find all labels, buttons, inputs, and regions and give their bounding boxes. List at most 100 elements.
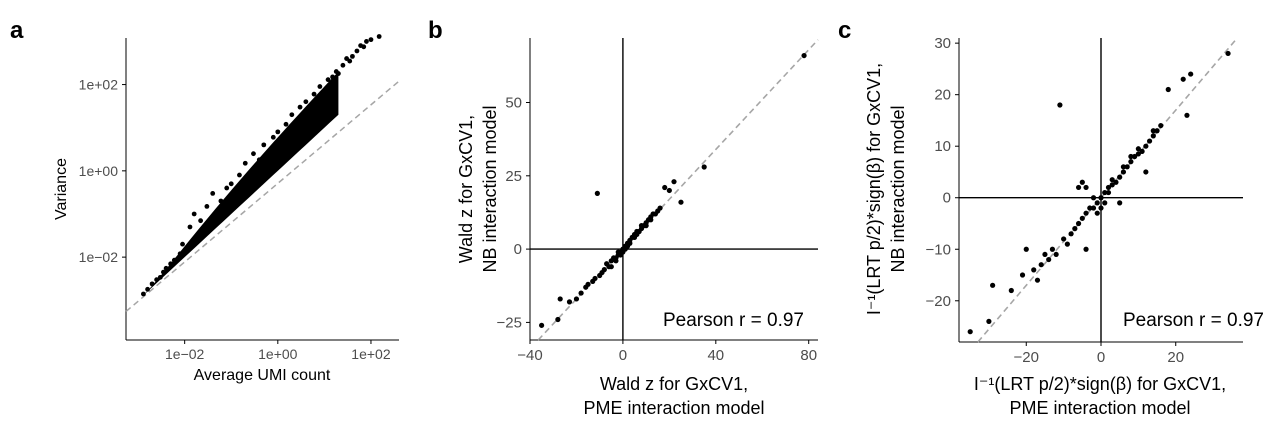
panel-c-point	[1128, 153, 1134, 160]
panel-c-point	[1135, 151, 1141, 157]
panel-b-point	[555, 316, 561, 323]
panel-b-y-tick-label: 0	[514, 241, 522, 258]
panel-c-point	[1098, 195, 1104, 201]
panel-a-point	[330, 74, 335, 80]
panel-a-point	[237, 172, 242, 178]
panel-a-point	[289, 112, 295, 118]
panel-a-x-tick-label: 1e+00	[258, 346, 298, 362]
panel-c-point	[1019, 272, 1026, 278]
panel-b-point	[613, 258, 619, 264]
panel-b-point	[657, 205, 663, 211]
panel-b-point	[566, 299, 573, 305]
panel-c-point	[1154, 128, 1160, 134]
panel-a-point	[307, 108, 313, 113]
panel-a-point	[311, 91, 317, 97]
panel-a-point	[265, 160, 270, 166]
panel-c-point	[1143, 169, 1149, 175]
panel-c-point	[1087, 205, 1093, 211]
panel-c-y-tick-label: 20	[934, 87, 951, 104]
panel-c-y-ticks: −20 −10 0 10 20 30	[926, 35, 959, 310]
panel-c-point	[1105, 189, 1112, 196]
panel-a-point	[175, 256, 180, 262]
panel-c-point	[1180, 76, 1186, 82]
panel-b-x-tick-label: 40	[707, 347, 724, 364]
panel-c-point	[1143, 143, 1149, 149]
panel-c-point	[1225, 50, 1231, 57]
panel-a-point	[283, 121, 289, 127]
panel-b-point	[650, 211, 656, 217]
panel-a-point	[293, 125, 299, 131]
panel-a-point	[177, 251, 183, 257]
panel-c-point	[1064, 241, 1070, 247]
panel-b-y-ticks: −25 0 25 50	[497, 95, 530, 331]
panel-a-point	[300, 118, 306, 124]
panel-c-points	[967, 50, 1231, 335]
panel-c-point	[1113, 179, 1119, 185]
panel-a-y-title: Variance	[53, 158, 70, 220]
panel-b-point	[615, 249, 621, 255]
panel-b-point	[671, 179, 677, 185]
panel-a-point	[196, 237, 202, 243]
panel-a-x-tick-label: 1e−02	[165, 346, 205, 362]
panel-c-point	[1150, 133, 1156, 139]
panel-c-point	[1023, 246, 1029, 252]
panel-c-point	[1079, 179, 1085, 185]
panel-c-annotation: Pearson r = 0.97	[1123, 310, 1264, 331]
panel-a-point	[321, 88, 327, 94]
panel-a-point	[218, 198, 224, 204]
panel-a-point	[228, 181, 234, 187]
panel-c-point	[1128, 159, 1134, 165]
panel-b-point	[643, 223, 649, 229]
panel-a-y-tick-label: 1e+00	[79, 163, 119, 179]
panel-b-y-title-line2: NB interaction model	[480, 105, 500, 272]
panel-c-point	[1049, 246, 1056, 252]
panel-c-point	[1109, 182, 1115, 188]
panel-a-point	[261, 142, 267, 148]
panel-b-point	[608, 264, 614, 270]
panel-a-point	[279, 142, 284, 148]
panel-c-point	[1158, 122, 1164, 129]
panel-c-point	[990, 282, 996, 288]
panel-c-x-ticks: −20 0 20	[1014, 342, 1184, 366]
panel-a-point	[140, 291, 146, 297]
panel-a-point	[168, 261, 174, 267]
panel-c-point	[967, 329, 973, 335]
panel-b-point	[590, 278, 596, 284]
panel-c-x-tick-label: −20	[1014, 349, 1039, 366]
panel-a-point	[317, 84, 323, 89]
panel-b-zero-lines	[530, 38, 818, 340]
panel-a-point	[194, 234, 199, 239]
panel-b-point	[594, 190, 600, 196]
panel-b-point	[662, 184, 668, 191]
panel-c-point	[986, 318, 992, 324]
panel-c-x-tick-label: 0	[1097, 349, 1105, 366]
panel-a-x-tick-label: 1e+02	[351, 346, 391, 362]
panel-c-point	[1046, 256, 1052, 263]
panel-b-point	[801, 52, 807, 59]
panel-c-point	[1184, 112, 1190, 118]
panel-a-point	[340, 62, 346, 68]
panel-c-point	[1132, 153, 1138, 160]
panel-b-point	[634, 231, 640, 238]
panel-c-point	[1105, 184, 1112, 191]
panel-a-point	[354, 48, 360, 54]
panel-c-reference-line	[977, 37, 1238, 343]
panel-b-point	[578, 290, 584, 296]
panel-a-point	[361, 44, 367, 50]
panel-a-points	[140, 34, 382, 297]
panel-a-point	[376, 34, 382, 39]
panel-c-point	[1031, 267, 1037, 273]
panel-c-zero-lines	[959, 38, 1243, 342]
panel-b-point	[557, 296, 563, 302]
panel-a-point	[187, 224, 193, 230]
panel-a-point	[221, 208, 227, 213]
panel-c-point	[1075, 220, 1082, 227]
panel-b-point	[573, 296, 580, 302]
panel-c-point	[1038, 262, 1044, 268]
panel-a-point	[268, 147, 273, 153]
panel-c-point	[1083, 184, 1089, 191]
panel-b-y-title-line1: Wald z for GxCV1,	[456, 115, 476, 263]
panel-c-point	[1094, 200, 1100, 206]
panel-b-y-tick-label: 25	[505, 168, 522, 185]
